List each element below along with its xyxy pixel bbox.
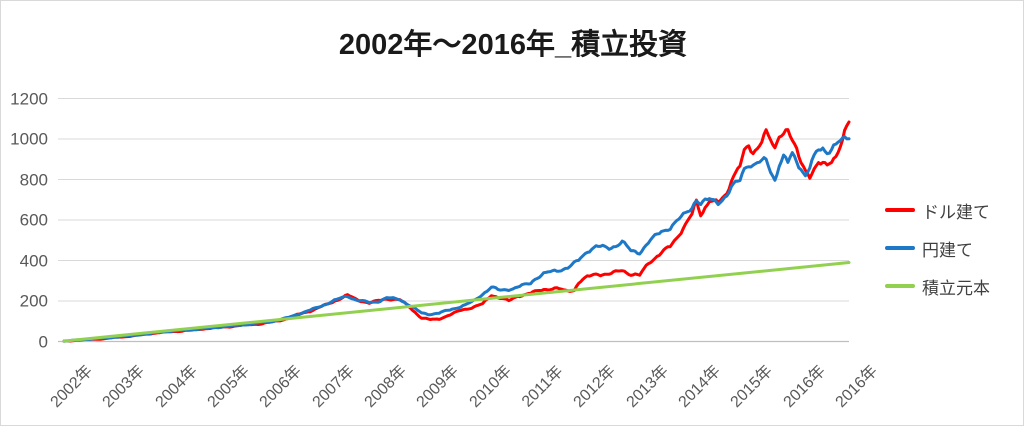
y-axis-tick-label: 0 — [38, 332, 48, 351]
series-line-2 — [62, 261, 851, 343]
legend-label: ドル建て — [922, 202, 990, 222]
legend-label: 積立元本 — [922, 278, 990, 298]
y-axis-tick-label: 200 — [19, 291, 48, 311]
legend-line-swatch — [885, 208, 915, 212]
y-axis-tick-label: 1200 — [10, 89, 48, 108]
legend-item: 円建て — [885, 236, 990, 260]
y-axis-tick-label: 400 — [19, 251, 48, 270]
y-axis-tick-label: 600 — [19, 210, 48, 230]
legend-item: 積立元本 — [885, 274, 990, 298]
legend-line-swatch — [885, 284, 915, 288]
y-axis-tick-label: 800 — [19, 170, 48, 189]
legend-line-swatch — [885, 246, 915, 250]
y-axis-tick-label: 1000 — [10, 129, 48, 149]
series-line-1 — [62, 135, 851, 343]
legend-item: ドル建て — [885, 198, 990, 222]
legend: ドル建て円建て積立元本 — [885, 198, 990, 312]
legend-label: 円建て — [922, 240, 973, 260]
chart-title: 2002年〜2016年_積立投資 — [338, 29, 688, 61]
